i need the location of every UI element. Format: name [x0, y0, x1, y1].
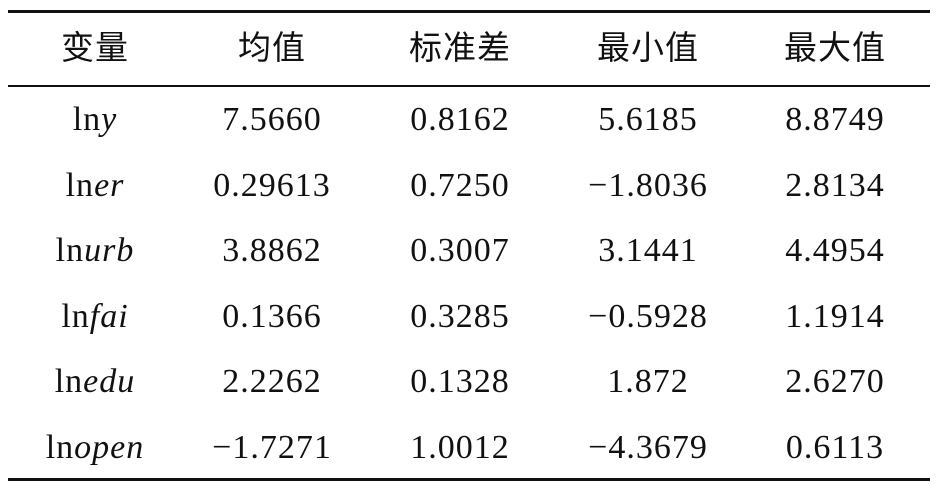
value-cell: 4.4954 [785, 232, 885, 270]
header-cell: 最小值 [597, 28, 699, 67]
row-label: lnurb [0, 231, 195, 271]
header-cell: 均值 [238, 28, 306, 67]
variable-name: open [74, 429, 145, 466]
value-cell: 8.8749 [785, 101, 885, 138]
value-cell: 7.5660 [222, 101, 322, 138]
variable-name: er [94, 166, 125, 204]
variable-name: urb [84, 232, 135, 270]
function-name: ln [54, 363, 84, 401]
value-cell: −1.7271 [212, 429, 332, 466]
variable-name: edu [83, 363, 136, 401]
value-cell: 2.8134 [785, 166, 885, 204]
value-cell: 1.0012 [410, 429, 510, 466]
header-rule [8, 85, 930, 87]
function-name: ln [61, 297, 90, 335]
value-cell: 5.6185 [598, 101, 698, 138]
value-cell: 2.6270 [785, 363, 885, 401]
value-cell: −1.8036 [588, 166, 708, 204]
value-cell: −4.3679 [588, 429, 708, 466]
function-name: ln [72, 101, 102, 138]
value-cell: 1.872 [607, 363, 689, 401]
variable-name: y [101, 101, 118, 138]
value-cell: 0.29613 [213, 166, 331, 204]
value-cell: 1.1914 [785, 297, 885, 335]
value-cell: 0.8162 [410, 101, 510, 138]
row-label: lnfai [0, 297, 195, 337]
header-cell: 标准差 [409, 28, 511, 67]
variable-name: fai [89, 297, 129, 335]
function-name: ln [55, 232, 85, 270]
value-cell: 0.1366 [222, 297, 322, 335]
value-cell: 0.1328 [410, 363, 510, 401]
row-label: lnedu [0, 362, 195, 402]
row-label: lner [0, 166, 195, 206]
header-cell: 最大值 [784, 28, 886, 67]
value-cell: 3.8862 [222, 232, 322, 270]
value-cell: 0.3285 [410, 297, 510, 335]
header-cell: 变量 [61, 28, 129, 67]
value-cell: 2.2262 [222, 363, 322, 401]
row-label: lny [0, 100, 195, 140]
value-cell: −0.5928 [588, 297, 708, 335]
value-cell: 0.7250 [410, 166, 510, 204]
function-name: ln [65, 166, 95, 204]
top-rule [8, 10, 930, 13]
bottom-rule [8, 478, 930, 481]
value-cell: 0.3007 [410, 232, 510, 270]
value-cell: 3.1441 [598, 232, 698, 270]
function-name: ln [45, 429, 75, 466]
row-label: lnopen [0, 428, 195, 468]
value-cell: 0.6113 [785, 429, 885, 466]
